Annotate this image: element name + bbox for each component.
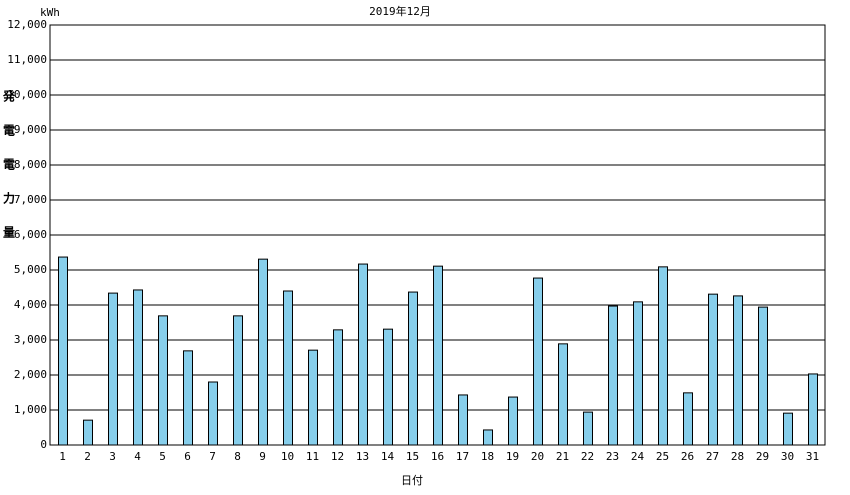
bar (483, 429, 493, 446)
y-tick-label: 7,000 (14, 193, 47, 206)
x-tick-label: 30 (781, 450, 794, 463)
x-tick-label: 14 (381, 450, 395, 463)
y-tick-label: 10,000 (7, 88, 47, 101)
bar (108, 292, 118, 446)
x-tick-label: 24 (631, 450, 645, 463)
bar (308, 349, 318, 446)
x-tick-label: 16 (431, 450, 444, 463)
x-tick-label: 28 (731, 450, 744, 463)
bar (758, 306, 768, 446)
x-tick-label: 1 (59, 450, 66, 463)
x-tick-label: 22 (581, 450, 594, 463)
x-tick-label: 5 (159, 450, 166, 463)
y-tick-label: 11,000 (7, 53, 47, 66)
y-tick-label: 12,000 (7, 18, 47, 31)
bar (658, 266, 668, 446)
x-tick-label: 11 (306, 450, 319, 463)
bar (733, 295, 743, 446)
x-tick-label: 6 (184, 450, 191, 463)
y-tick-label: 4,000 (14, 298, 47, 311)
y-tick-label: 1,000 (14, 403, 47, 416)
bar (383, 328, 393, 446)
bar (158, 315, 168, 446)
y-axis-label: 発電電力量 (2, 89, 16, 260)
x-tick-label: 9 (259, 450, 266, 463)
bar (133, 289, 143, 446)
x-tick-label: 8 (234, 450, 241, 463)
x-tick-label: 25 (656, 450, 669, 463)
y-tick-label: 3,000 (14, 333, 47, 346)
bar (183, 350, 193, 446)
bar (583, 411, 593, 446)
y-tick-label: 0 (40, 438, 47, 451)
bar (633, 301, 643, 446)
bar (83, 419, 93, 446)
bar (433, 265, 443, 446)
bar (283, 290, 293, 446)
y-tick-label: 8,000 (14, 158, 47, 171)
x-tick-label: 27 (706, 450, 719, 463)
x-tick-label: 20 (531, 450, 544, 463)
x-tick-label: 3 (109, 450, 116, 463)
bar (783, 412, 793, 446)
bar (458, 394, 468, 446)
y-tick-label: 9,000 (14, 123, 47, 136)
y-tick-label: 2,000 (14, 368, 47, 381)
unit-label: kWh (40, 6, 60, 19)
bar (683, 392, 693, 446)
x-tick-label: 2 (84, 450, 91, 463)
bar (708, 293, 718, 446)
x-tick-label: 19 (506, 450, 519, 463)
x-tick-label: 15 (406, 450, 419, 463)
x-tick-label: 29 (756, 450, 769, 463)
bar (358, 263, 368, 446)
bar (508, 396, 518, 446)
bar (408, 291, 418, 446)
bar (808, 373, 818, 446)
bar (233, 315, 243, 446)
bar (333, 329, 343, 446)
x-tick-label: 17 (456, 450, 469, 463)
y-tick-label: 5,000 (14, 263, 47, 276)
x-tick-label: 10 (281, 450, 294, 463)
bar (208, 381, 218, 446)
y-tick-label: 6,000 (14, 228, 47, 241)
x-tick-label: 18 (481, 450, 494, 463)
x-tick-label: 4 (134, 450, 141, 463)
x-tick-label: 31 (806, 450, 819, 463)
x-tick-label: 23 (606, 450, 619, 463)
bar (58, 256, 68, 446)
chart-title: 2019年12月 (369, 4, 431, 18)
bar (258, 258, 268, 446)
x-axis-label: 日付 (401, 474, 423, 487)
x-tick-label: 7 (209, 450, 216, 463)
bar (558, 343, 568, 446)
x-tick-label: 21 (556, 450, 569, 463)
bar (533, 277, 543, 446)
x-tick-label: 12 (331, 450, 344, 463)
x-tick-label: 26 (681, 450, 694, 463)
x-tick-label: 13 (356, 450, 369, 463)
bar (608, 305, 618, 446)
